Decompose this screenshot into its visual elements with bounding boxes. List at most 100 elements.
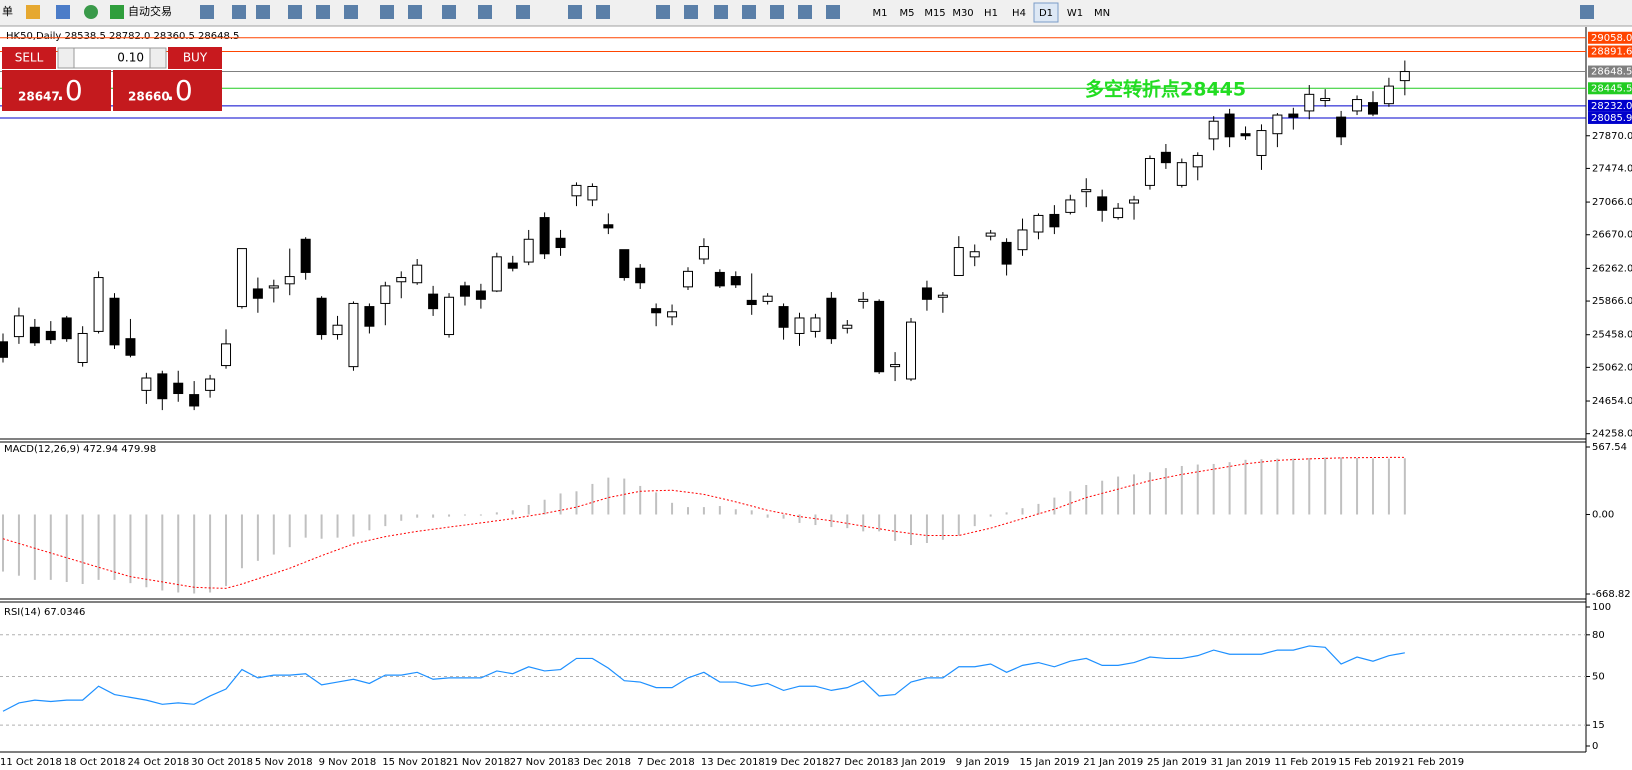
x-tick-label: 5 Nov 2018: [255, 757, 313, 768]
candle-body: [826, 297, 837, 340]
x-tick-label: 9 Nov 2018: [319, 757, 377, 768]
timeframe-button[interactable]: M5: [900, 8, 915, 19]
y-tick-label: 25458.0: [1592, 330, 1632, 341]
macd-title: MACD(12,26,9) 472.94 479.98: [4, 444, 156, 455]
lot-decrease[interactable]: [57, 47, 75, 69]
candle-body: [1113, 207, 1124, 219]
candle-body: [1399, 71, 1410, 82]
y-tick-label: 0.00: [1592, 509, 1614, 520]
candle-body: [475, 290, 486, 300]
x-tick-label: 15 Nov 2018: [382, 757, 446, 768]
icon[interactable]: [516, 5, 530, 19]
toolbar: [0, 0, 1632, 26]
icon[interactable]: [316, 5, 330, 19]
lot-increase[interactable]: [149, 47, 167, 69]
y-tick-label: 25866.0: [1592, 296, 1632, 307]
icon[interactable]: [656, 5, 670, 19]
icon[interactable]: [408, 5, 422, 19]
candle-body: [109, 297, 120, 346]
icon[interactable]: [26, 5, 40, 19]
icon[interactable]: [232, 5, 246, 19]
y-tick-label: 24258.0: [1592, 429, 1632, 440]
candle-body: [619, 249, 630, 279]
candle-body: [300, 238, 311, 273]
candle-body: [1160, 151, 1171, 164]
candle-body: [93, 277, 104, 332]
candle-body: [1336, 116, 1347, 138]
candle-body: [842, 324, 853, 329]
icon[interactable]: [770, 5, 784, 19]
candle-body: [603, 224, 614, 229]
timeframe-active[interactable]: [1033, 2, 1059, 23]
timeframe-button[interactable]: M1: [873, 8, 888, 19]
price-level-tag: [1588, 45, 1632, 58]
candle-body: [157, 373, 168, 400]
candle-body: [77, 332, 88, 364]
candle-body: [1367, 102, 1378, 115]
auto-trade-icon[interactable]: [110, 5, 124, 19]
icon[interactable]: [84, 5, 98, 19]
icon[interactable]: [596, 5, 610, 19]
candle-body: [1144, 158, 1155, 186]
icon[interactable]: [56, 5, 70, 19]
candle-body: [953, 247, 964, 276]
buy-button[interactable]: [168, 47, 222, 69]
timeframe-button[interactable]: MN: [1094, 8, 1110, 19]
icon[interactable]: [714, 5, 728, 19]
candle-body: [555, 237, 566, 249]
candle-body: [906, 321, 917, 380]
candle-body: [61, 317, 72, 340]
trade-panel: SELL 0.10 BUY 28647 .0 28660 .0: [2, 47, 222, 111]
icon[interactable]: [742, 5, 756, 19]
x-tick-label: 31 Jan 2019: [1211, 757, 1271, 768]
candle-body: [141, 377, 152, 391]
candle-body: [730, 276, 741, 286]
ask-price: 28660: [128, 90, 170, 104]
menu-label[interactable]: 单: [2, 5, 13, 18]
x-tick-label: 13 Dec 2018: [701, 757, 765, 768]
x-tick-label: 11 Feb 2019: [1274, 757, 1336, 768]
timeframe-button[interactable]: H1: [984, 8, 998, 19]
candle-body: [236, 248, 247, 308]
candle-body: [1081, 189, 1092, 193]
icon[interactable]: [478, 5, 492, 19]
icon[interactable]: [798, 5, 812, 19]
price-level-tag: [1588, 31, 1632, 44]
buy-label[interactable]: BUY: [183, 51, 208, 65]
y-tick-label: 567.54: [1592, 442, 1627, 453]
ask-box[interactable]: [113, 70, 222, 111]
icon[interactable]: [344, 5, 358, 19]
candle-body: [523, 238, 534, 263]
auto-trade[interactable]: 自动交易: [128, 4, 172, 18]
y-tick-label: 80: [1592, 630, 1605, 641]
icon[interactable]: [380, 5, 394, 19]
icon[interactable]: [256, 5, 270, 19]
candle-body: [937, 294, 948, 298]
icon[interactable]: [826, 5, 840, 19]
icon[interactable]: [200, 5, 214, 19]
candle-body: [874, 300, 885, 373]
search-icon[interactable]: [1580, 5, 1594, 19]
candle-body: [459, 285, 470, 297]
icon[interactable]: [288, 5, 302, 19]
icon[interactable]: [442, 5, 456, 19]
candle-body: [205, 378, 216, 391]
candle-body: [268, 285, 279, 289]
candle-body: [1208, 120, 1219, 140]
candle-body: [1192, 154, 1203, 168]
candle-body: [1001, 241, 1012, 265]
y-tick-label: -668.82: [1592, 589, 1631, 600]
timeframe-button[interactable]: H4: [1012, 8, 1026, 19]
timeframe-button[interactable]: M30: [952, 8, 973, 19]
icon[interactable]: [684, 5, 698, 19]
timeframe-button[interactable]: M15: [924, 8, 945, 19]
candle-body: [284, 276, 295, 285]
lot-value[interactable]: 0.10: [117, 51, 144, 65]
timeframe-button[interactable]: D1: [1039, 8, 1053, 19]
sell-label[interactable]: SELL: [15, 51, 44, 65]
timeframe-button[interactable]: W1: [1067, 8, 1083, 19]
bid-box[interactable]: [2, 70, 111, 111]
sell-button[interactable]: [2, 47, 56, 69]
icon[interactable]: [568, 5, 582, 19]
